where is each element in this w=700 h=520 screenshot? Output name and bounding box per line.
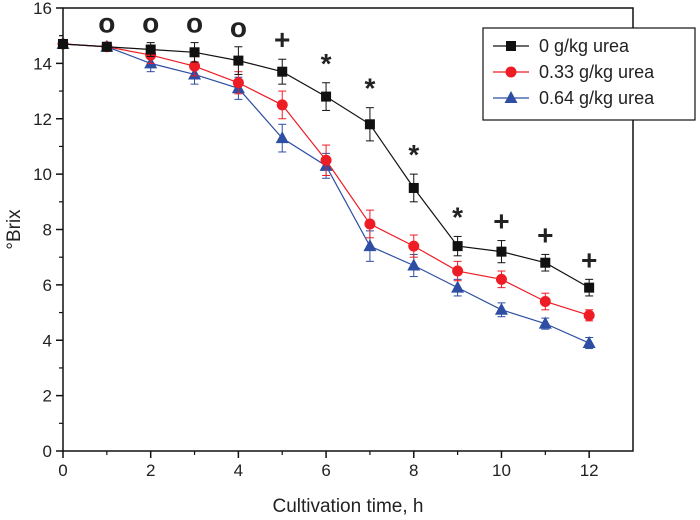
x-tick-label: 2 [146, 461, 155, 480]
data-point [321, 91, 332, 102]
y-tick-label: 8 [43, 221, 52, 240]
x-tick-label: 12 [580, 461, 599, 480]
data-point [539, 295, 551, 307]
x-tick-label: 8 [409, 461, 418, 480]
data-point [540, 257, 551, 268]
data-point [277, 66, 288, 77]
data-point [583, 309, 595, 321]
data-point [363, 239, 377, 252]
legend-marker [506, 41, 516, 51]
significance-mark: o [98, 8, 115, 39]
data-point [364, 119, 375, 130]
significance-mark: + [581, 244, 597, 275]
significance-mark: o [142, 8, 159, 39]
data-point [452, 265, 464, 277]
series-layer [56, 36, 596, 350]
data-point [189, 47, 200, 58]
data-point [101, 41, 112, 52]
significance-markers: o o o o +**** + ++ [98, 8, 597, 276]
axes: 0 2 4 6 8 10 12 0 2 4 6 8 10 12 14 16 [33, 0, 634, 480]
y-tick-label: 0 [43, 442, 52, 461]
legend: 0 g/kg urea 0.33 g/kg urea 0.64 g/kg urea [482, 27, 696, 121]
significance-mark: * [364, 73, 375, 104]
data-point [495, 273, 507, 285]
legend-label: 0 g/kg urea [539, 36, 630, 56]
data-point [233, 55, 244, 66]
legend-marker [505, 66, 517, 78]
data-point [451, 280, 465, 293]
data-point [189, 60, 201, 72]
x-tick-label: 10 [492, 461, 511, 480]
data-point [364, 218, 376, 230]
x-axis-label: Cultivation time, h [272, 496, 423, 517]
data-point [496, 246, 507, 257]
significance-mark: * [321, 48, 332, 79]
data-point [320, 154, 332, 166]
data-point [145, 44, 156, 55]
significance-mark: + [274, 24, 290, 55]
significance-mark: o [186, 8, 203, 39]
y-tick-label: 14 [33, 54, 52, 73]
significance-mark: + [537, 219, 553, 250]
data-point [276, 99, 288, 111]
y-tick-label: 10 [33, 165, 52, 184]
x-tick-label: 6 [321, 461, 330, 480]
legend-box [482, 27, 696, 121]
data-point [452, 241, 463, 252]
data-point [275, 131, 289, 144]
significance-mark: + [493, 206, 509, 237]
legend-label: 0.33 g/kg urea [539, 62, 655, 82]
y-tick-label: 12 [33, 110, 52, 129]
y-axis-label: °Brix [4, 209, 25, 250]
y-tick-label: 6 [43, 276, 52, 295]
x-tick-label: 4 [234, 461, 243, 480]
data-point [538, 316, 552, 329]
x-tick-label: 0 [58, 461, 67, 480]
data-point [407, 258, 421, 271]
data-point [232, 77, 244, 89]
significance-mark: * [408, 139, 419, 170]
data-point [408, 240, 420, 252]
data-point [584, 282, 595, 293]
legend-marker [504, 91, 518, 103]
y-tick-label: 2 [43, 387, 52, 406]
y-tick-label: 4 [43, 331, 52, 350]
significance-mark: o [230, 12, 247, 43]
series-0 [58, 38, 595, 297]
legend-label: 0.64 g/kg urea [539, 88, 655, 108]
data-point [494, 302, 508, 315]
data-point [582, 336, 596, 349]
y-tick-label: 16 [33, 0, 52, 18]
significance-mark: * [452, 201, 463, 232]
data-point [408, 182, 419, 193]
